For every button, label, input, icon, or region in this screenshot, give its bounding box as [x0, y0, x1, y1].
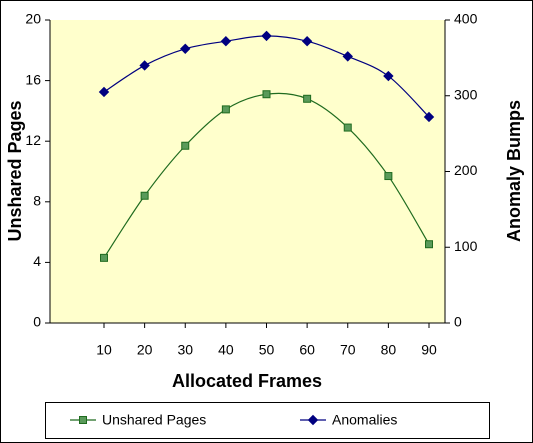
- legend-label: Unshared Pages: [102, 412, 206, 428]
- point: [261, 30, 272, 42]
- point: [384, 172, 393, 181]
- point: [181, 141, 190, 150]
- point: [140, 191, 149, 200]
- y2-tick-label: 200: [454, 162, 478, 178]
- point: [303, 94, 312, 103]
- legend: [45, 402, 490, 439]
- x-tick-label: 20: [137, 342, 153, 358]
- point: [383, 70, 394, 82]
- y-tick-label: 0: [33, 314, 41, 330]
- y2-tick-label: 400: [454, 11, 478, 27]
- y-tick-label: 4: [33, 253, 41, 269]
- y-tick-label: 8: [33, 193, 41, 209]
- point: [98, 86, 110, 98]
- x-tick-label: 90: [421, 342, 437, 358]
- point: [262, 90, 271, 99]
- y2-tick-label: 100: [454, 238, 478, 254]
- y2-tick-label: 0: [454, 314, 462, 330]
- x-tick-label: 70: [340, 342, 356, 358]
- point: [100, 253, 108, 262]
- y-tick-label: 12: [25, 132, 41, 148]
- point: [342, 51, 353, 62]
- x-tick-label: 40: [218, 342, 234, 358]
- x-tick-label: 60: [299, 342, 315, 358]
- point: [221, 105, 230, 114]
- point: [180, 43, 191, 54]
- x-tick-label: 10: [96, 342, 112, 358]
- point: [425, 240, 433, 249]
- x-tick-label: 50: [259, 342, 275, 358]
- point: [139, 60, 150, 71]
- legend-marker: [79, 416, 87, 424]
- point: [423, 111, 435, 123]
- y-tick-label: 20: [25, 11, 41, 27]
- point: [343, 123, 352, 132]
- y-axis-label: Unshared Pages: [5, 100, 25, 241]
- y2-axis-label: Anomaly Bumps: [504, 100, 524, 242]
- point: [301, 36, 313, 47]
- point: [220, 36, 232, 47]
- x-axis-label: Allocated Frames: [172, 371, 322, 391]
- y-tick-label: 16: [25, 71, 41, 87]
- y2-tick-label: 300: [454, 86, 478, 102]
- legend-label: Anomalies: [332, 412, 397, 428]
- x-tick-label: 30: [177, 342, 193, 358]
- x-tick-label: 80: [381, 342, 397, 358]
- legend-marker: [307, 414, 319, 426]
